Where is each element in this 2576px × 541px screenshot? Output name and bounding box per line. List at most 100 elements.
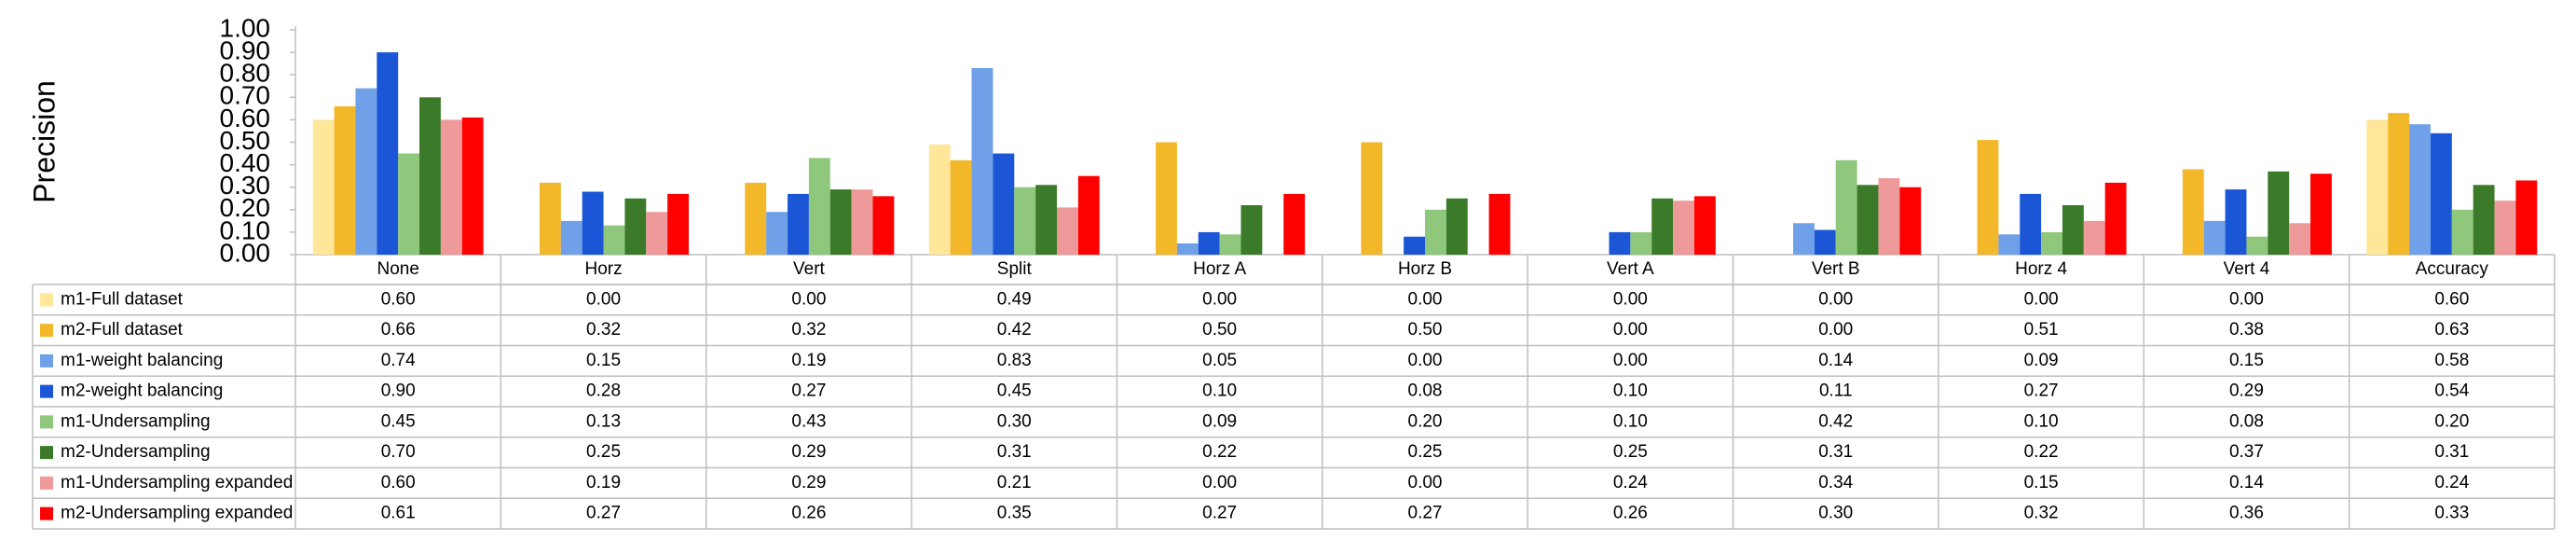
bar: [1219, 234, 1241, 255]
table-value: 0.27: [2024, 381, 2059, 401]
table-value: 0.54: [2434, 381, 2469, 401]
table-value: 0.00: [1408, 473, 1443, 492]
table-value: 0.42: [1818, 411, 1853, 431]
table-value: 0.09: [1202, 411, 1237, 431]
table-value: 0.27: [791, 381, 826, 401]
table-value: 0.90: [381, 381, 416, 401]
table-value: 0.24: [2434, 473, 2469, 492]
legend-label: m2-Undersampling expanded: [61, 504, 293, 523]
table-value: 0.70: [381, 442, 416, 462]
table-value: 0.00: [586, 289, 621, 309]
bar: [1156, 142, 1177, 255]
bar: [1446, 198, 1468, 255]
table-value: 0.08: [1408, 381, 1443, 401]
table-value: 0.43: [791, 411, 826, 431]
table-value: 0.10: [1613, 411, 1648, 431]
bar: [1899, 187, 1922, 255]
table-value: 0.00: [791, 289, 826, 309]
bar: [667, 193, 689, 255]
table-value: 0.27: [1408, 504, 1443, 523]
table-value: 0.38: [2229, 320, 2264, 340]
x-tick-label: Accuracy: [2416, 259, 2489, 279]
bar: [2388, 113, 2410, 255]
table-value: 0.32: [2024, 504, 2059, 523]
legend-label: m2-Full dataset: [61, 320, 184, 340]
bar: [1651, 198, 1674, 255]
table-value: 0.10: [1613, 381, 1648, 401]
bar: [950, 160, 972, 255]
bar: [2473, 185, 2495, 255]
bar: [2020, 193, 2042, 255]
table-value: 0.30: [997, 411, 1032, 431]
bar: [2041, 231, 2062, 255]
y-axis-label: Precision: [27, 80, 61, 203]
bar: [2083, 220, 2105, 255]
bar: [2451, 209, 2473, 255]
table-value: 0.10: [1202, 381, 1237, 401]
table-value: 0.50: [1202, 320, 1237, 340]
bar: [2289, 223, 2311, 255]
table-value: 0.22: [1202, 442, 1237, 462]
bar: [1673, 201, 1694, 255]
x-tick-label: Horz 4: [2015, 259, 2067, 279]
bar: [398, 153, 420, 255]
bar: [851, 189, 873, 255]
table-value: 0.63: [2434, 320, 2469, 340]
table-value: 0.60: [381, 289, 416, 309]
bar: [971, 67, 993, 255]
table-value: 0.00: [1408, 351, 1443, 370]
y-tick-label: 0.00: [220, 238, 271, 267]
legend-key: [40, 354, 53, 368]
table-value: 0.00: [1613, 320, 1648, 340]
bar: [1814, 229, 1836, 255]
bar: [2430, 132, 2452, 255]
table-value: 0.26: [1613, 504, 1648, 523]
bar: [2062, 204, 2084, 255]
legend-key: [40, 415, 53, 429]
bar: [928, 144, 951, 255]
bar: [2268, 171, 2290, 255]
table-value: 0.34: [1818, 473, 1853, 492]
bar: [1035, 185, 1057, 255]
y-tick-label: 0.60: [220, 104, 271, 132]
x-tick-label: Split: [997, 259, 1033, 279]
legend-label: m1-Full dataset: [61, 289, 184, 309]
table-value: 0.00: [1202, 473, 1237, 492]
table-value: 0.74: [381, 351, 416, 370]
bar: [1014, 187, 1036, 255]
table-value: 0.58: [2434, 351, 2469, 370]
bar: [312, 119, 335, 255]
table-value: 0.10: [2024, 411, 2059, 431]
table-value: 0.19: [791, 351, 826, 370]
bar: [2203, 220, 2226, 255]
bar: [355, 88, 377, 255]
bar: [808, 158, 830, 255]
table-value: 0.25: [1408, 442, 1443, 462]
table-value: 0.22: [2024, 442, 2059, 462]
bar: [1977, 140, 1999, 255]
table-value: 0.30: [1818, 504, 1853, 523]
y-tick-label: 0.70: [220, 81, 271, 110]
bar: [829, 189, 852, 255]
bar: [440, 119, 462, 255]
table-value: 0.15: [586, 351, 621, 370]
table-value: 0.29: [2229, 381, 2264, 401]
table-value: 0.29: [791, 442, 826, 462]
bar: [1077, 175, 1100, 255]
bar: [2225, 189, 2247, 255]
table-value: 0.49: [997, 289, 1032, 309]
x-tick-label: Vert B: [1812, 259, 1860, 279]
bar: [1283, 193, 1306, 255]
table-value: 0.60: [381, 473, 416, 492]
y-tick-label: 1.00: [220, 13, 271, 42]
bar: [1425, 209, 1446, 255]
table-value: 0.00: [2024, 289, 2059, 309]
table-value: 0.15: [2024, 473, 2059, 492]
table-value: 0.83: [997, 351, 1032, 370]
legend-key: [40, 293, 53, 307]
table-value: 0.27: [586, 504, 621, 523]
table-value: 0.11: [1819, 381, 1853, 401]
y-tick-label: 0.30: [220, 171, 271, 200]
table-value: 0.00: [1408, 289, 1443, 309]
